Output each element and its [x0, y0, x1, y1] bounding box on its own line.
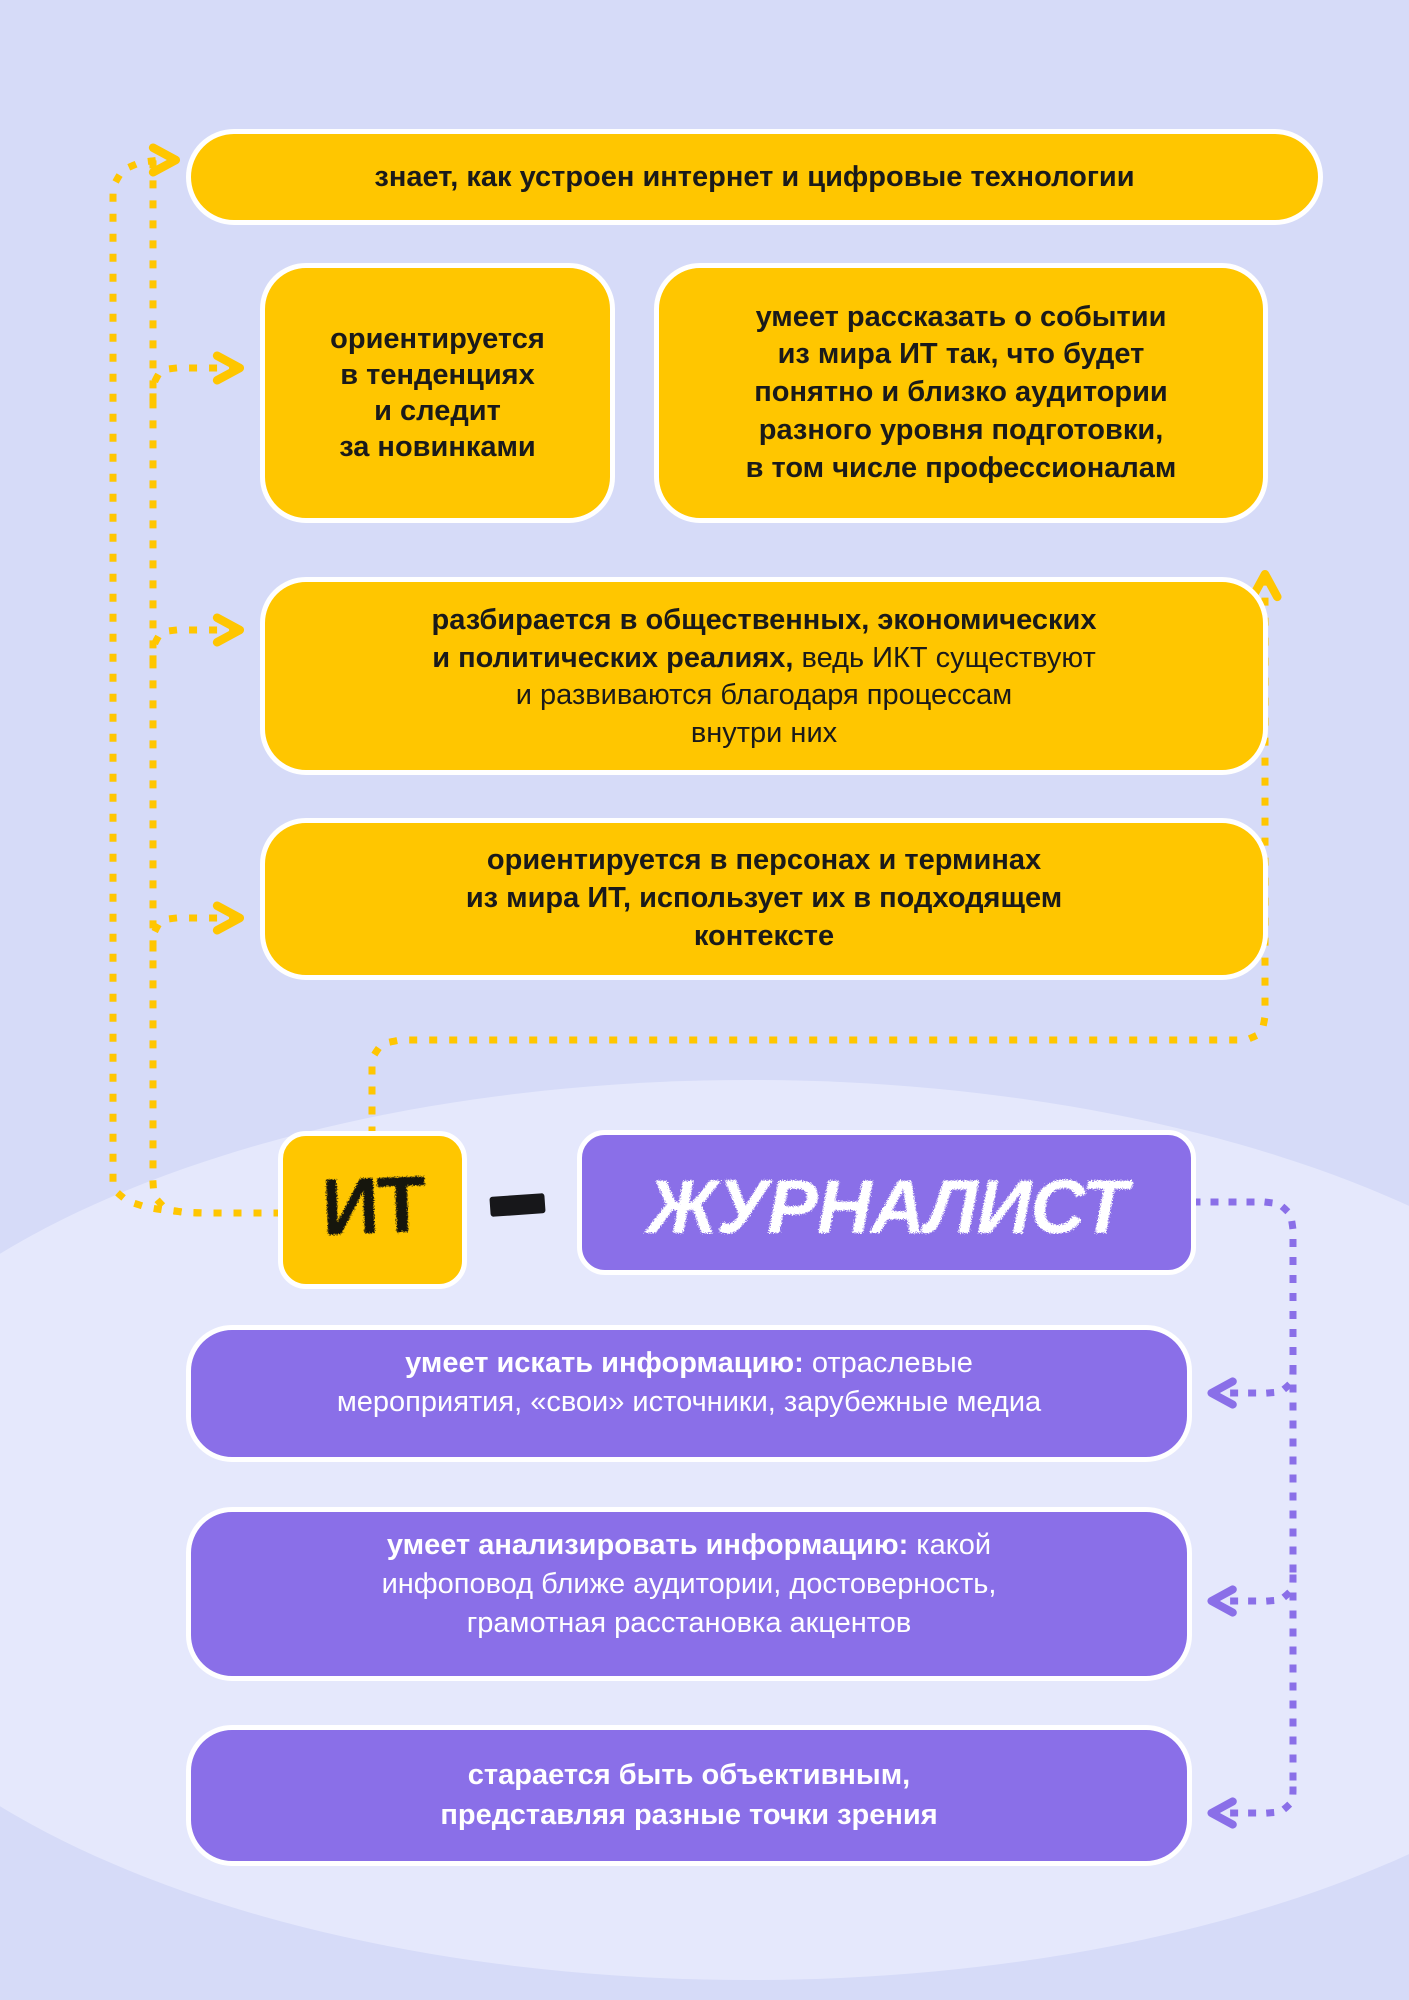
svg-text:ЖУРНАЛИСТ: ЖУРНАЛИСТ	[643, 1165, 1133, 1250]
svg-text:ИТ: ИТ	[320, 1165, 428, 1252]
